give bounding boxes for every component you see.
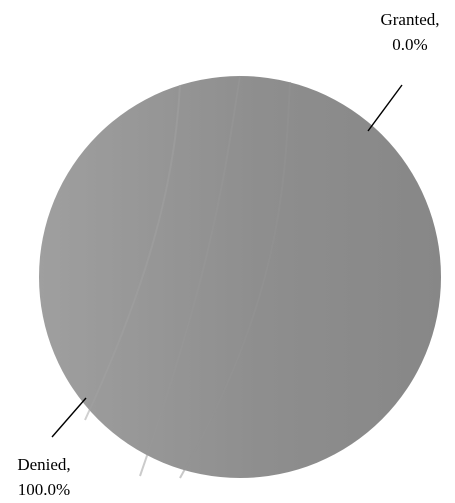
slice-label-granted: Granted, xyxy=(380,10,439,29)
slice-percent-denied: 100.0% xyxy=(18,480,70,499)
pie-texture-band xyxy=(139,75,241,477)
leader-line-denied xyxy=(51,397,87,438)
leader-line-granted xyxy=(367,84,403,132)
label-denied: Denied, 100.0% xyxy=(17,397,87,499)
pie-slices xyxy=(39,75,441,479)
pie-slice-denied xyxy=(39,76,441,478)
pie-texture-band xyxy=(179,81,291,479)
label-granted: Granted, 0.0% xyxy=(367,10,440,132)
slice-label-denied: Denied, xyxy=(17,455,70,474)
pie-texture-band xyxy=(84,84,181,421)
slice-percent-granted: 0.0% xyxy=(392,35,427,54)
